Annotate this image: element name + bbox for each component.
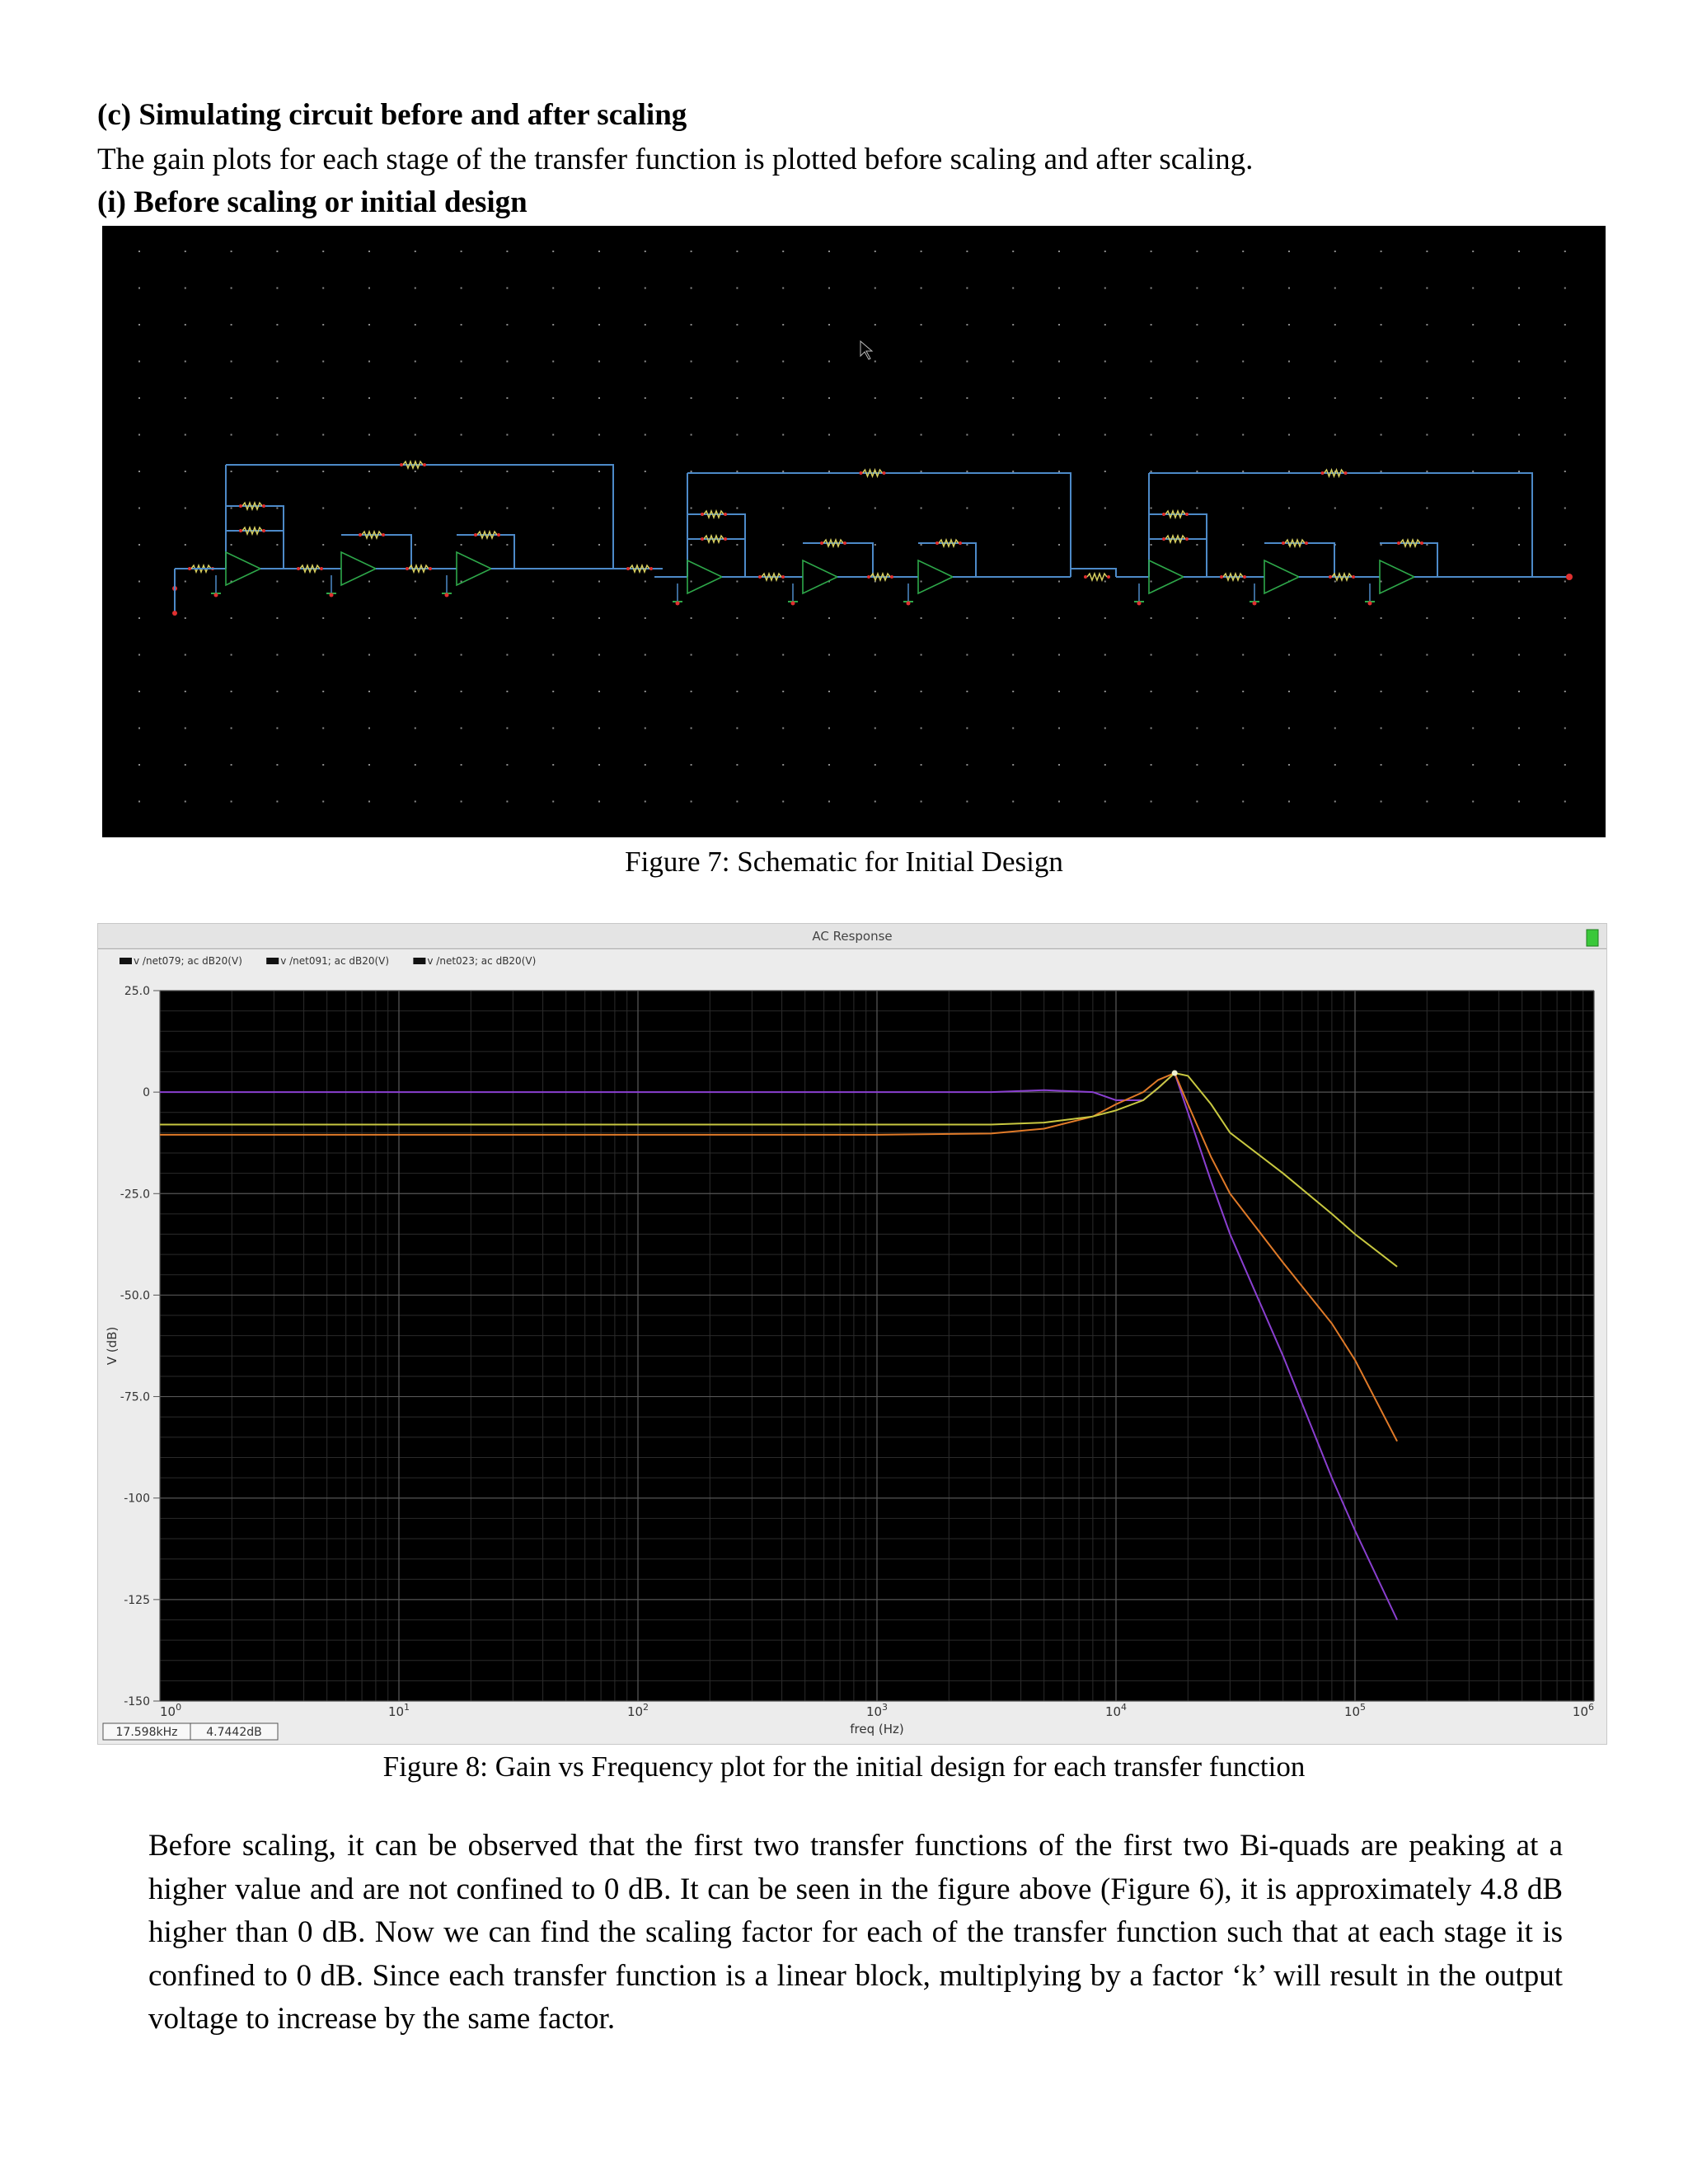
cursor-readout: 17.598kHz 4.7442dB: [102, 1722, 279, 1741]
y-tick-label: -100: [124, 1493, 150, 1506]
figure-8-caption: Figure 8: Gain vs Frequency plot for the…: [382, 1750, 1306, 1783]
wire: [803, 542, 874, 577]
readout-frequency: 17.598kHz: [116, 1726, 178, 1739]
resistor-symbol: [761, 571, 782, 583]
grid-major: [159, 990, 1595, 1702]
legend-swatch: [266, 958, 279, 964]
mouse-cursor-icon: [860, 340, 874, 360]
wire: [1149, 472, 1533, 577]
wire: [341, 534, 412, 569]
section-heading: (c) Simulating circuit before and after …: [97, 98, 687, 132]
x-axis-ticks: 100 101 102 103 104 105 106: [160, 1702, 1594, 1719]
series-line: [160, 1071, 1398, 1442]
wire: [687, 513, 746, 577]
x-tick-label: 106: [1573, 1702, 1594, 1719]
x-tick-label: 103: [866, 1702, 888, 1719]
peak-marker: [1171, 1070, 1178, 1076]
resistor-symbol: [299, 563, 321, 574]
legend-swatch: [120, 958, 132, 964]
resistor-symbol: [870, 571, 891, 583]
schematic-figure: [102, 226, 1606, 837]
window-status-indicator[interactable]: [1586, 929, 1599, 947]
legend-swatch: [413, 958, 426, 964]
x-tick-label: 104: [1105, 1702, 1127, 1719]
y-axis-label: V (dB): [105, 1327, 120, 1366]
legend-entry: v /net079; ac dB20(V): [134, 955, 242, 967]
resistor-symbol: [1165, 533, 1186, 545]
wire: [457, 534, 515, 569]
resistor-symbol: [408, 563, 429, 574]
intro-text: The gain plots for each stage of the tra…: [97, 143, 1254, 176]
resistor-symbol: [190, 563, 212, 574]
resistor-symbol: [1165, 509, 1186, 520]
x-tick-label: 105: [1344, 1702, 1366, 1719]
schematic-canvas: [138, 251, 1573, 803]
x-tick-label: 100: [160, 1702, 181, 1719]
subsection-heading: (i) Before scaling or initial design: [97, 185, 528, 219]
opamp-symbol: [802, 559, 839, 595]
biquad-stage-3: [1071, 467, 1573, 606]
resistor-symbol: [1400, 537, 1421, 549]
legend-entry: v /net091; ac dB20(V): [280, 955, 389, 967]
resistor-symbol: [241, 500, 263, 512]
y-tick-label: 0: [143, 1086, 150, 1099]
figure-7-caption: Figure 7: Schematic for Initial Design: [625, 846, 1063, 878]
resistor-symbol: [1086, 571, 1108, 583]
resistor-symbol: [1323, 467, 1345, 479]
readout-gain: 4.7442dB: [206, 1726, 261, 1739]
series-line: [160, 1071, 1398, 1268]
opamp-symbol: [1148, 559, 1185, 595]
resistor-symbol: [861, 467, 884, 479]
wire: [1380, 542, 1438, 577]
resistor-symbol: [823, 537, 844, 549]
y-axis-ticks: 25.0 0 -25.0 -50.0 -75.0 -100 -125 -150: [120, 985, 160, 1708]
resistor-symbol: [476, 529, 498, 541]
wire: [1071, 568, 1117, 577]
resistor-symbol: [703, 533, 724, 545]
y-tick-label: -75.0: [120, 1391, 150, 1404]
resistor-symbol: [1284, 537, 1306, 549]
opamp-symbol: [225, 551, 262, 587]
resistor-symbol: [241, 525, 263, 537]
wire: [1264, 542, 1335, 577]
biquad-stage-1: [172, 459, 614, 616]
y-tick-label: 25.0: [124, 985, 150, 998]
plot-title-bar: [98, 924, 1606, 947]
body-paragraph: Before scaling, it can be observed that …: [148, 1829, 1563, 2036]
plot-title: AC Response: [812, 929, 892, 944]
opamp-symbol: [917, 559, 954, 595]
resistor-symbol: [361, 529, 382, 541]
opamp-symbol: [1379, 559, 1416, 595]
resistor-symbol: [703, 509, 724, 520]
opamp-symbol: [456, 551, 493, 587]
x-tick-label: 101: [388, 1702, 410, 1719]
wire: [226, 464, 614, 569]
resistor-symbol: [1331, 571, 1353, 583]
output-node: [1566, 574, 1573, 580]
resistor-symbol: [1222, 571, 1244, 583]
grid-dots: [138, 251, 1566, 803]
x-axis-label: freq (Hz): [850, 1722, 904, 1736]
ac-response-canvas: AC Response v /net079; ac dB20(V) v /net0…: [98, 924, 1606, 1741]
opamp-symbol: [340, 551, 377, 587]
x-tick-label: 102: [627, 1702, 649, 1719]
legend: v /net079; ac dB20(V) v /net091; ac dB20(…: [120, 955, 536, 967]
opamp-symbol: [687, 559, 724, 595]
y-tick-label: -150: [124, 1695, 150, 1708]
legend-entry: v /net023; ac dB20(V): [427, 955, 536, 967]
biquad-stage-2: [613, 467, 1071, 606]
y-tick-label: -125: [124, 1594, 150, 1607]
wire: [918, 542, 977, 577]
resistor-symbol: [938, 537, 959, 549]
wire: [1149, 513, 1207, 577]
wire: [226, 505, 284, 569]
ac-response-plot: AC Response v /net079; ac dB20(V) v /net0…: [97, 923, 1607, 1745]
resistor-symbol: [402, 459, 424, 471]
opamp-symbol: [1264, 559, 1301, 595]
y-tick-label: -25.0: [120, 1188, 150, 1201]
resistor-symbol: [629, 563, 650, 574]
wire: [687, 472, 1071, 577]
series-layer: [160, 1070, 1399, 1620]
y-tick-label: -50.0: [120, 1289, 150, 1302]
